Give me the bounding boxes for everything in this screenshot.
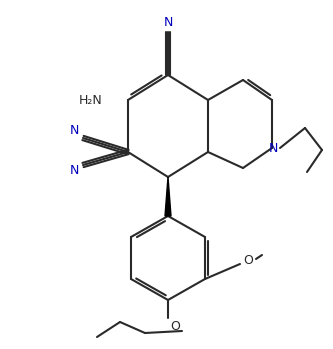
Text: N: N [163, 16, 173, 30]
Text: N: N [69, 125, 79, 138]
Text: H₂N: H₂N [78, 94, 102, 106]
Text: O: O [243, 254, 253, 267]
Text: N: N [69, 164, 79, 178]
Text: N: N [268, 142, 278, 156]
Polygon shape [165, 177, 171, 216]
Text: O: O [170, 319, 180, 333]
